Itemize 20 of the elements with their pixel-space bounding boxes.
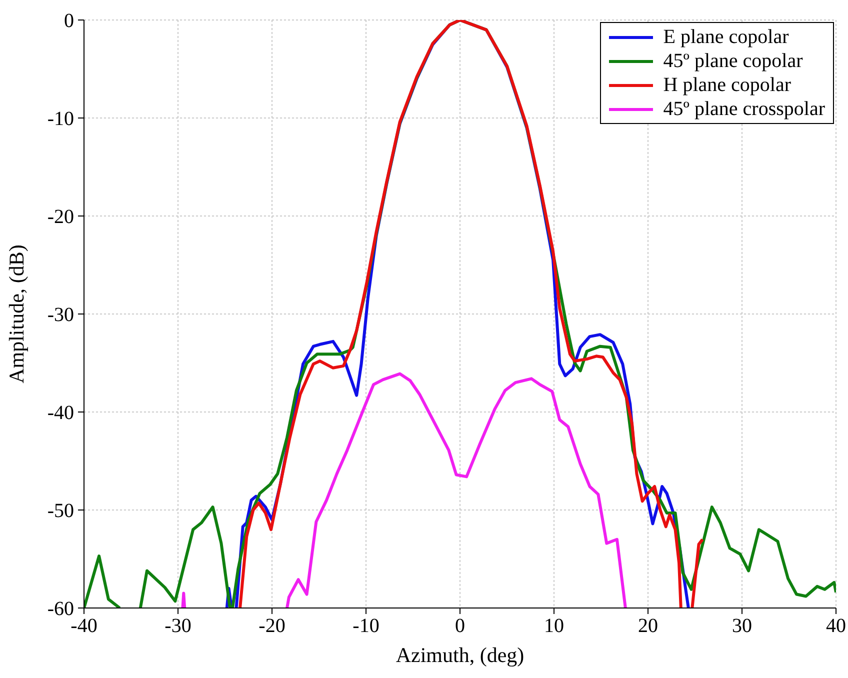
y-tick-label: 0 — [64, 10, 74, 32]
y-tick-label: -40 — [47, 402, 74, 424]
x-tick-label: 20 — [638, 615, 658, 638]
legend-label: H plane copolar — [663, 73, 792, 97]
y-tick-label: -20 — [47, 206, 74, 228]
x-tick-label: -10 — [352, 615, 380, 638]
x-tick-label: 10 — [544, 615, 564, 638]
x-tick-label: -20 — [258, 615, 286, 638]
y-tick-label: -50 — [47, 500, 74, 522]
x-tick-label: -30 — [164, 615, 192, 638]
y-axis-title: Amplitude, (dB) — [4, 244, 28, 384]
x-tick-label: 30 — [732, 615, 752, 638]
x-tick-label: 40 — [826, 615, 846, 638]
x-tick-label: 0 — [455, 615, 465, 638]
y-tick-label: -10 — [47, 108, 74, 130]
y-tick-label: -30 — [47, 304, 74, 326]
x-axis-title: Azimuth, (deg) — [396, 643, 524, 667]
legend-label: E plane copolar — [663, 25, 789, 49]
legend-label: 45º plane copolar — [663, 49, 803, 73]
legend-label: 45º plane crosspolar — [663, 97, 825, 121]
